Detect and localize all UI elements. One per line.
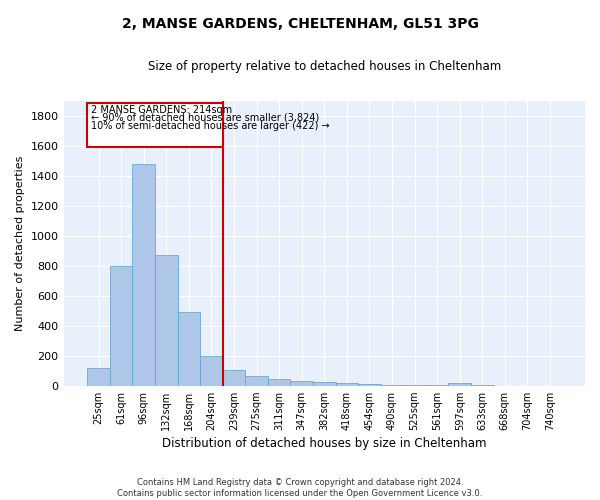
- Bar: [358, 384, 381, 386]
- Bar: [335, 382, 358, 386]
- Text: 2, MANSE GARDENS, CHELTENHAM, GL51 3PG: 2, MANSE GARDENS, CHELTENHAM, GL51 3PG: [122, 18, 478, 32]
- Text: ← 90% of detached houses are smaller (3,824): ← 90% of detached houses are smaller (3,…: [91, 112, 319, 122]
- Text: 10% of semi-detached houses are larger (422) →: 10% of semi-detached houses are larger (…: [91, 121, 329, 131]
- Bar: [448, 384, 471, 386]
- Bar: [155, 255, 178, 386]
- Text: 2 MANSE GARDENS: 214sqm: 2 MANSE GARDENS: 214sqm: [91, 105, 232, 115]
- Bar: [200, 356, 223, 386]
- Bar: [133, 164, 155, 386]
- Bar: [290, 381, 313, 386]
- Bar: [268, 379, 290, 386]
- Bar: [178, 312, 200, 386]
- Y-axis label: Number of detached properties: Number of detached properties: [15, 156, 25, 331]
- Text: Contains HM Land Registry data © Crown copyright and database right 2024.
Contai: Contains HM Land Registry data © Crown c…: [118, 478, 482, 498]
- X-axis label: Distribution of detached houses by size in Cheltenham: Distribution of detached houses by size …: [162, 437, 487, 450]
- Bar: [110, 266, 133, 386]
- Bar: [381, 385, 403, 386]
- Title: Size of property relative to detached houses in Cheltenham: Size of property relative to detached ho…: [148, 60, 501, 73]
- Bar: [87, 368, 110, 386]
- Bar: [223, 370, 245, 386]
- Bar: [245, 376, 268, 386]
- Bar: [87, 103, 223, 147]
- Bar: [313, 382, 335, 386]
